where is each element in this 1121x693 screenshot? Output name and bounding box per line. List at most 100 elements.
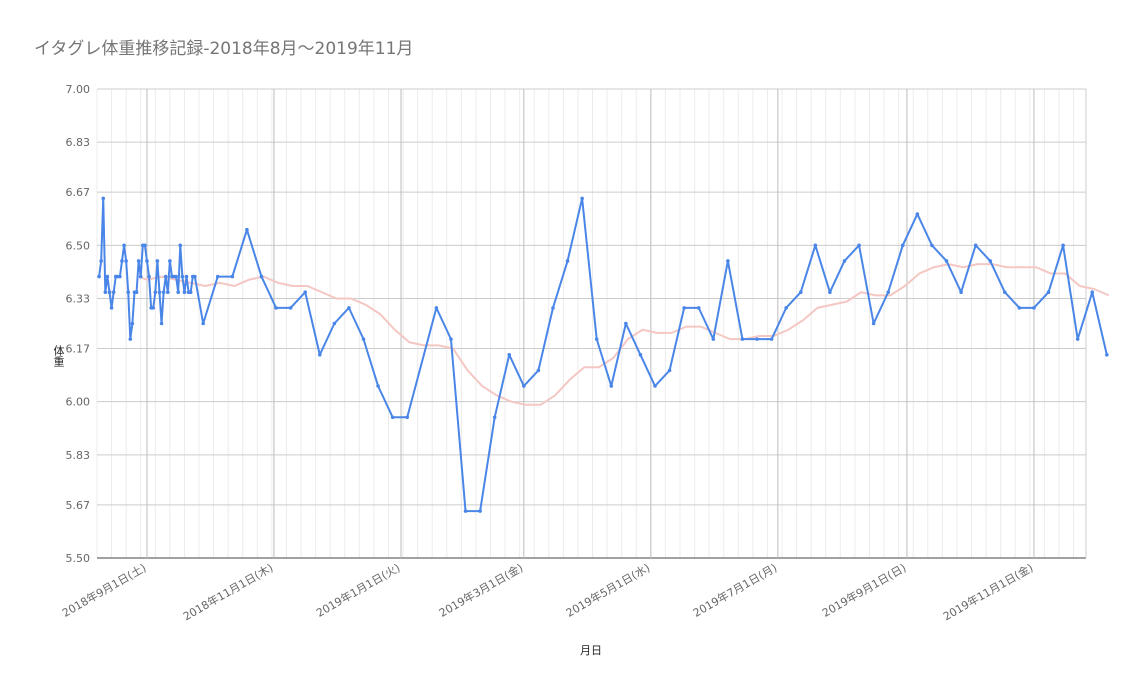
y-tick-labels: 5.50 5.67 5.83 6.00 6.17 6.33 6.50 6.67 6.83 7.00 bbox=[66, 83, 91, 565]
data-point bbox=[711, 337, 716, 341]
data-point bbox=[101, 196, 106, 201]
y-tick-label: 6.50 bbox=[66, 239, 91, 252]
data-point bbox=[188, 290, 193, 295]
data-point bbox=[755, 337, 759, 341]
data-point bbox=[215, 274, 220, 279]
data-point bbox=[157, 290, 162, 295]
data-point bbox=[153, 290, 158, 295]
data-point bbox=[580, 196, 584, 201]
data-point bbox=[944, 259, 949, 263]
data-point bbox=[361, 337, 366, 341]
x-tick-label: 2019年5月1日(水) bbox=[563, 560, 652, 619]
data-point bbox=[168, 259, 172, 263]
data-point bbox=[1090, 290, 1095, 295]
data-point bbox=[274, 306, 278, 310]
data-point bbox=[97, 274, 101, 279]
data-point bbox=[136, 259, 141, 263]
data-point bbox=[1032, 306, 1036, 310]
data-point bbox=[638, 352, 643, 357]
x-tick-label: 2019年7月1日(月) bbox=[690, 560, 779, 619]
data-point bbox=[143, 243, 147, 248]
data-point bbox=[449, 337, 453, 341]
series-layer bbox=[97, 196, 1110, 513]
y-tick-label: 6.67 bbox=[66, 186, 91, 199]
data-point bbox=[492, 415, 497, 420]
y-tick-label: 6.17 bbox=[66, 343, 91, 356]
data-point bbox=[147, 274, 151, 279]
data-point bbox=[182, 290, 187, 295]
data-point bbox=[478, 509, 482, 513]
y-tick-label: 6.00 bbox=[66, 396, 91, 409]
data-point bbox=[798, 290, 803, 295]
data-point bbox=[624, 321, 628, 326]
data-point bbox=[667, 368, 672, 373]
data-point bbox=[303, 290, 308, 295]
data-point bbox=[915, 212, 920, 216]
data-point bbox=[507, 352, 512, 357]
data-point bbox=[1002, 290, 1007, 295]
data-point bbox=[900, 243, 905, 248]
x-axis-label: 月日 bbox=[580, 644, 602, 657]
data-point bbox=[565, 259, 570, 263]
data-point bbox=[536, 368, 541, 373]
data-point bbox=[988, 259, 993, 263]
data-point bbox=[434, 306, 439, 310]
data-point bbox=[145, 259, 149, 263]
data-point bbox=[871, 321, 876, 326]
major-gridlines bbox=[97, 88, 1087, 559]
data-point bbox=[103, 290, 108, 295]
y-tick-label: 6.83 bbox=[66, 136, 91, 149]
data-point bbox=[180, 274, 185, 279]
data-point bbox=[959, 290, 963, 295]
x-tick-label: 2018年9月1日(土) bbox=[60, 560, 149, 619]
data-point bbox=[107, 290, 112, 295]
data-point bbox=[930, 243, 934, 248]
data-point bbox=[111, 290, 116, 295]
data-point bbox=[973, 243, 978, 248]
data-point bbox=[696, 306, 701, 310]
data-point bbox=[317, 352, 322, 357]
data-point bbox=[784, 306, 788, 310]
data-point bbox=[159, 321, 164, 326]
data-point bbox=[128, 337, 133, 341]
y-tick-label: 6.33 bbox=[66, 292, 91, 305]
data-point bbox=[376, 384, 380, 388]
data-point bbox=[682, 306, 686, 310]
data-point bbox=[1046, 290, 1051, 295]
data-point bbox=[594, 337, 599, 341]
data-point bbox=[1075, 337, 1080, 341]
x-tick-label: 2019年1月1日(火) bbox=[314, 560, 403, 619]
data-point bbox=[122, 243, 126, 248]
data-point bbox=[230, 274, 235, 279]
data-point bbox=[653, 384, 657, 388]
chart-title: イタグレ体重推移記録-2018年8月～2019年11月 bbox=[34, 39, 414, 59]
data-point bbox=[109, 306, 114, 310]
data-point bbox=[124, 259, 128, 263]
data-point bbox=[609, 384, 614, 388]
data-point bbox=[155, 259, 160, 263]
data-point bbox=[105, 274, 110, 279]
data-point bbox=[1017, 306, 1022, 310]
data-point bbox=[161, 290, 166, 295]
y-tick-label: 5.67 bbox=[66, 499, 91, 512]
data-point bbox=[857, 243, 861, 248]
data-point bbox=[99, 259, 103, 263]
data-point bbox=[842, 259, 847, 263]
data-point bbox=[138, 274, 143, 279]
x-tick-labels: 2018年9月1日(土) 2018年11月1日(木) 2019年1月1日(火) 201… bbox=[60, 560, 1036, 623]
data-point bbox=[726, 259, 730, 263]
data-point bbox=[288, 306, 293, 310]
data-point bbox=[390, 415, 395, 420]
data-point bbox=[405, 415, 410, 420]
x-tick-label: 2019年9月1日(日) bbox=[820, 560, 909, 619]
data-point bbox=[259, 274, 264, 279]
data-point bbox=[769, 337, 774, 341]
data-point bbox=[174, 274, 178, 279]
data-point bbox=[347, 306, 351, 310]
data-point bbox=[178, 243, 183, 248]
data-point bbox=[126, 290, 131, 295]
data-point bbox=[201, 321, 205, 326]
data-point bbox=[118, 274, 122, 279]
data-point bbox=[134, 290, 139, 295]
